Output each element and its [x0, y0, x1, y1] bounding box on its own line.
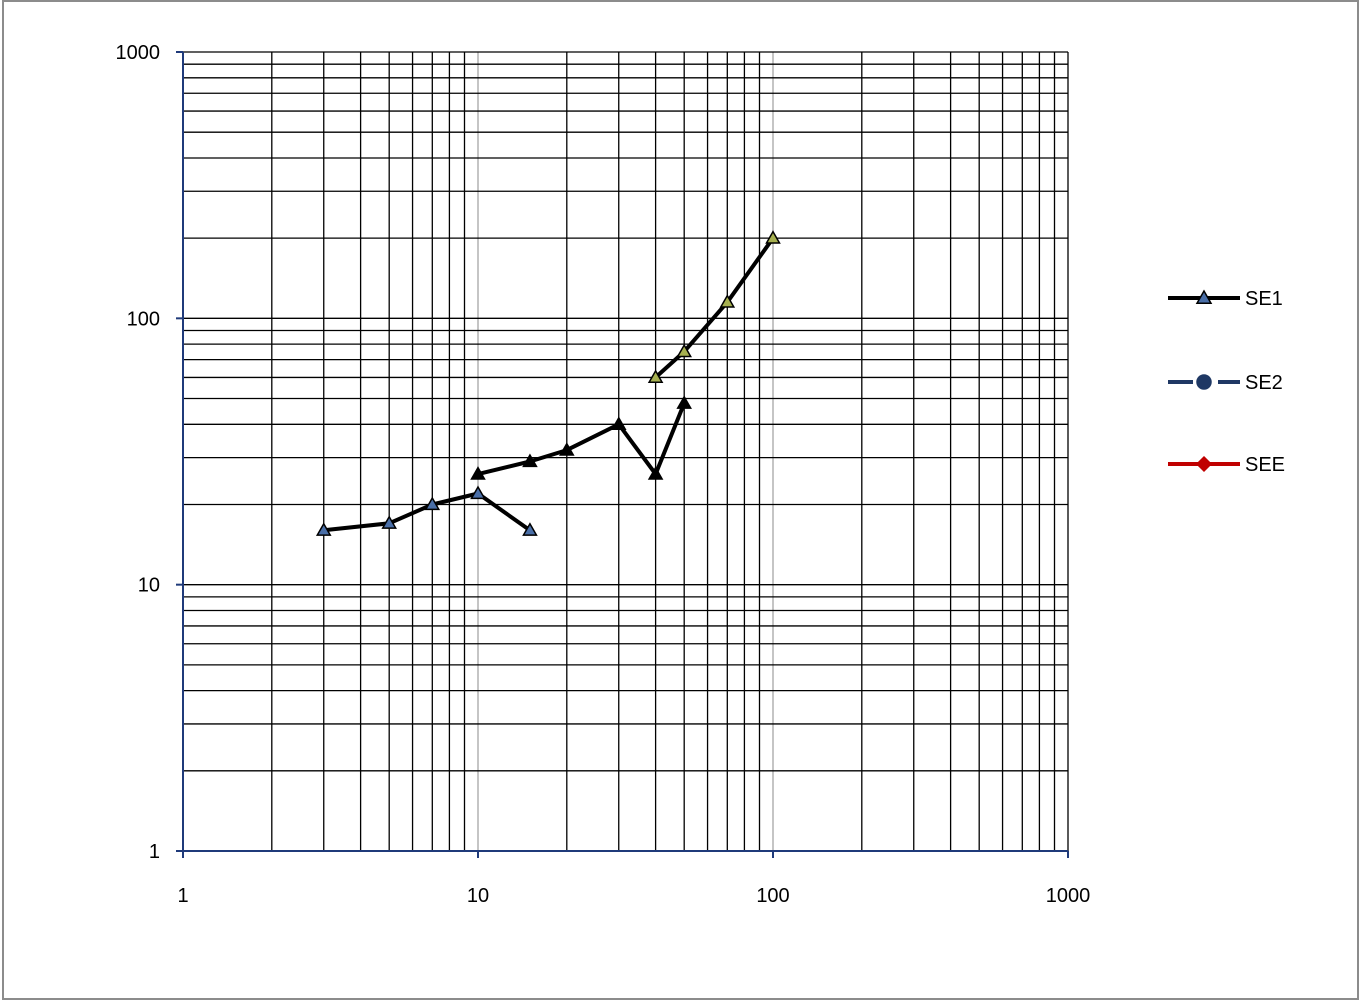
series-2	[470, 395, 692, 480]
y-tick-label: 1	[149, 841, 160, 863]
x-tick-label: 1	[177, 885, 188, 907]
legend: SE1 SE2 SEE	[1168, 288, 1285, 476]
y-tick-label: 100	[127, 308, 160, 330]
series-3	[647, 230, 781, 384]
data-point-marker	[470, 466, 486, 480]
data-point-marker	[765, 230, 781, 244]
series-1	[315, 485, 538, 536]
data-point-marker	[676, 395, 692, 409]
legend-entry-se2: SE2	[1168, 372, 1283, 394]
legend-label: SE2	[1245, 372, 1283, 394]
y-tick-label: 1000	[116, 42, 161, 64]
series-layer	[315, 230, 781, 536]
series-line	[477, 402, 687, 477]
legend-entry-see: SEE	[1168, 454, 1285, 476]
legend-marker	[1196, 374, 1212, 390]
x-tick-label: 100	[756, 885, 789, 907]
legend-marker	[1195, 455, 1213, 473]
data-point-marker	[647, 369, 664, 384]
data-point-marker	[610, 416, 627, 430]
legend-label: SEE	[1245, 454, 1285, 476]
legend-entry-se1: SE1	[1168, 288, 1283, 310]
legend-label: SE1	[1245, 288, 1283, 310]
data-point-marker	[470, 485, 486, 500]
y-tick-labels: 1 10 100 1000	[116, 42, 161, 863]
x-tick-label: 10	[467, 885, 489, 907]
x-tick-labels: 1 10 100 1000	[177, 885, 1090, 907]
legend-marker	[1195, 289, 1213, 304]
x-tick-label: 1000	[1046, 885, 1091, 907]
data-point-marker	[647, 466, 664, 480]
data-point-marker	[522, 522, 538, 536]
grid-lines	[183, 51, 1069, 851]
y-tick-label: 10	[138, 575, 160, 597]
data-point-marker	[315, 522, 332, 536]
data-point-marker	[424, 496, 441, 511]
data-point-marker	[676, 343, 692, 358]
data-point-marker	[559, 442, 575, 456]
data-point-marker	[381, 515, 397, 529]
series-line	[654, 237, 775, 379]
data-point-marker	[522, 453, 538, 468]
series-line	[323, 491, 532, 533]
axes	[176, 51, 1069, 858]
data-point-marker	[719, 294, 736, 308]
